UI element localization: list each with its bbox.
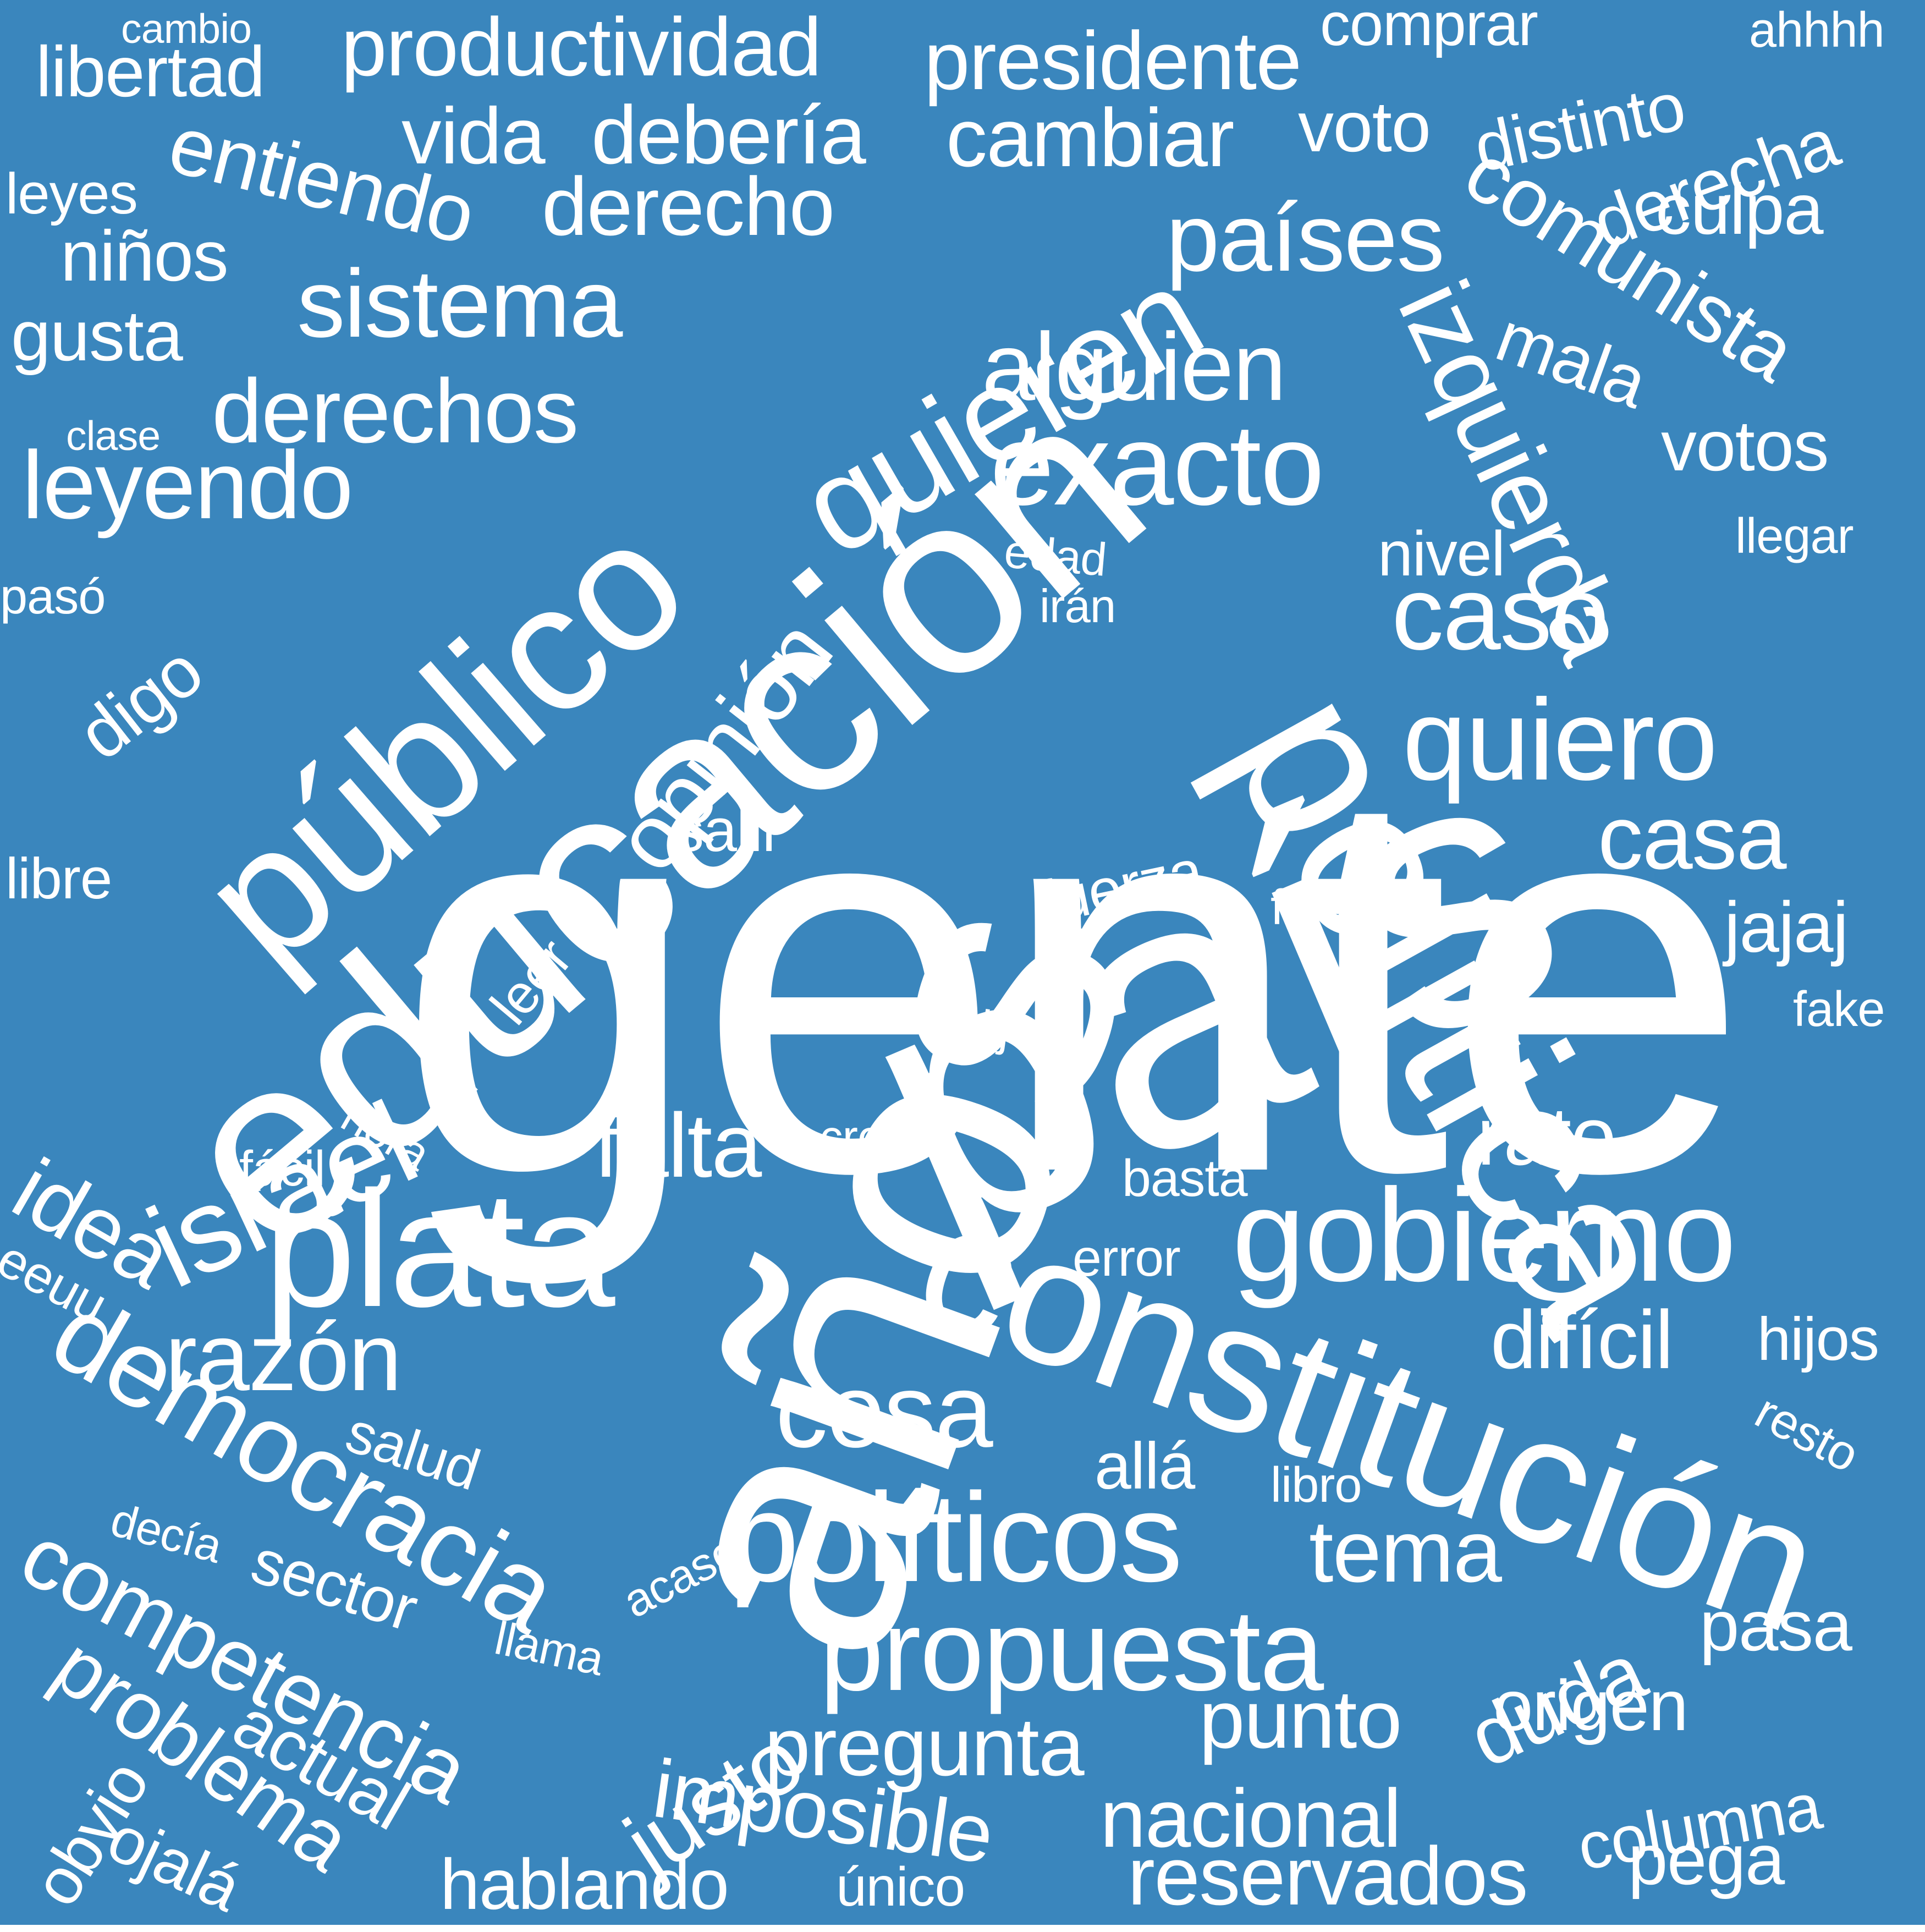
word-edad: edad — [1002, 525, 1109, 586]
word-jajaj: jajaj — [1724, 887, 1849, 967]
word-cambiar: cambiar — [946, 91, 1235, 184]
word-votos: votos — [1661, 405, 1829, 486]
word-digo: digo — [63, 630, 217, 775]
word-facil: fácil — [239, 1141, 325, 1196]
word-pasa: pasa — [1700, 1585, 1852, 1666]
word-error: error — [1072, 1229, 1181, 1287]
word-dificil: difícil — [1491, 1293, 1674, 1386]
word-dije: dije — [961, 998, 1039, 1061]
word-libertad: libertad — [36, 31, 265, 112]
word-salir: salir — [674, 797, 782, 864]
word-alla: allá — [1094, 1429, 1195, 1503]
word-tema: tema — [1309, 1502, 1502, 1600]
word-leyes: leyes — [6, 162, 138, 226]
word-clase: clase — [66, 413, 161, 459]
word-fake: fake — [1793, 982, 1885, 1037]
word-origen: origen — [1493, 1665, 1689, 1746]
word-comprar: comprar — [1320, 0, 1538, 58]
word-iran: irán — [1040, 580, 1116, 633]
word-llegar: llegar — [1735, 509, 1854, 564]
word-alguien: alguien — [982, 314, 1286, 421]
word-pega: pega — [1628, 1819, 1785, 1900]
word-ninos: niños — [61, 216, 229, 296]
word-plata: plata — [264, 1156, 615, 1341]
word-paises: países — [1166, 184, 1445, 292]
word-basta: basta — [1122, 1149, 1248, 1208]
word-nacional: nacional — [1100, 1772, 1401, 1864]
word-quiero: quiero — [1402, 675, 1718, 804]
word-pregunta: pregunta — [765, 1700, 1085, 1793]
word-exacto: exacto — [990, 400, 1324, 529]
word-punto: punto — [1199, 1673, 1402, 1765]
word-vida: vida — [402, 91, 546, 180]
word-gente: gente — [396, 672, 1750, 1286]
word-productividad: productividad — [341, 1, 822, 93]
word-gusta: gusta — [11, 295, 183, 376]
word-falta: falta — [594, 1095, 762, 1196]
word-presidente: presidente — [924, 14, 1302, 107]
word-leyendo: leyendo — [22, 432, 354, 539]
word-derecho: derecho — [542, 160, 835, 253]
word-gobierno: gobierno — [1232, 1161, 1736, 1309]
word-unico: único — [836, 1856, 965, 1918]
word-deberia: debería — [591, 89, 866, 181]
word-libre: libre — [6, 847, 112, 911]
word-nivel: nivel — [1378, 519, 1505, 589]
word-cosa: cosa — [776, 1353, 993, 1469]
word-culpa: culpa — [1656, 169, 1824, 249]
word-paso: pasó — [0, 569, 106, 624]
word-voto: voto — [1298, 86, 1431, 167]
word-politicos: políticos — [729, 1467, 1182, 1608]
word-libro: libro — [1270, 1458, 1362, 1513]
word-razon: razón — [165, 1304, 402, 1411]
word-sistema: sistema — [297, 250, 623, 358]
word-reservados: reservados — [1128, 1830, 1528, 1922]
word-cambio: cambio — [121, 6, 252, 52]
word-rato: rato — [1477, 1090, 1616, 1182]
word-caso: caso — [1392, 555, 1609, 672]
word-ahhhh: ahhhh — [1749, 3, 1885, 58]
word-cree: cree — [820, 1111, 909, 1163]
word-hijos: hijos — [1757, 1305, 1879, 1373]
word-derechos: derechos — [212, 360, 579, 462]
word-hablando: hablando — [440, 1844, 729, 1924]
word-casa: casa — [1598, 787, 1787, 888]
word-propuesta: propuesta — [820, 1585, 1324, 1715]
word-feliz: feliz — [1270, 880, 1356, 935]
word-llama: llama — [490, 1612, 608, 1686]
